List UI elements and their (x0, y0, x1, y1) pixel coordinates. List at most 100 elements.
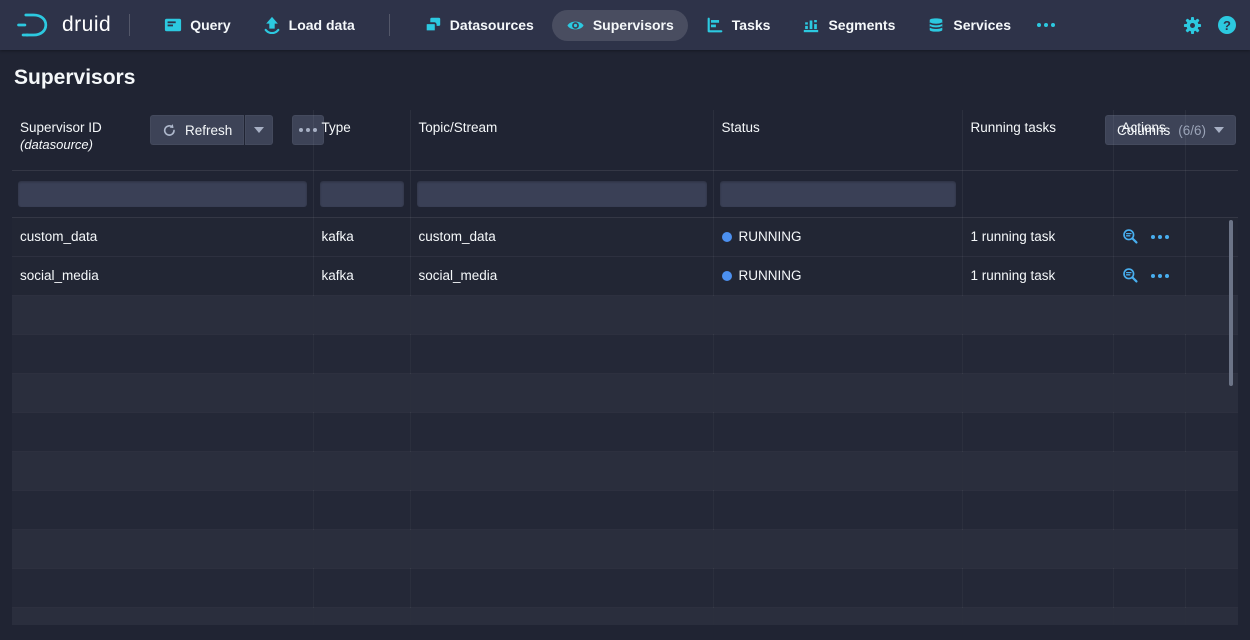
empty-cell (962, 412, 1114, 452)
cell-actions (1113, 217, 1186, 257)
status-filter-input[interactable] (719, 180, 956, 207)
more-dot (1043, 23, 1048, 27)
cell-status[interactable]: RUNNING (713, 256, 963, 296)
col-header-supervisor-id[interactable]: Supervisor ID (datasource) (12, 110, 314, 171)
col-header-topic-stream[interactable]: Topic/Stream (410, 110, 714, 171)
services-icon (927, 16, 945, 34)
nav-item-label: Query (190, 17, 231, 33)
col-label: Type (321, 120, 351, 135)
empty-rows (12, 295, 1238, 625)
row-more-button[interactable] (1150, 234, 1169, 239)
nav-item-load-data[interactable]: Load data (249, 10, 369, 40)
druid-logo[interactable]: druid (14, 11, 111, 39)
table-row[interactable]: social_media kafka social_media RUNNING … (12, 256, 1238, 296)
nav-item-tasks[interactable]: Tasks (692, 10, 785, 40)
empty-cell (410, 490, 714, 530)
table-row-empty (12, 490, 1238, 530)
empty-cell (962, 490, 1114, 530)
empty-cell (1113, 568, 1186, 608)
empty-cell (713, 373, 963, 413)
cell-actions (1113, 256, 1186, 296)
empty-cell (313, 490, 411, 530)
table-row-empty (12, 334, 1238, 374)
empty-cell (12, 607, 314, 625)
topic-stream-filter-input[interactable] (416, 180, 707, 207)
table-row-empty (12, 451, 1238, 491)
type-filter-input[interactable] (319, 180, 404, 207)
more-dot (1050, 23, 1055, 27)
empty-cell (12, 568, 314, 608)
empty-cell (313, 334, 411, 374)
empty-cell (713, 607, 963, 625)
cell-supervisor-id[interactable]: custom_data (12, 217, 314, 257)
empty-cell (12, 490, 314, 530)
scrollbar-thumb[interactable] (1229, 220, 1233, 386)
supervisor-id-filter-input[interactable] (18, 180, 307, 207)
col-header-type[interactable]: Type (313, 110, 411, 171)
col-header-actions[interactable]: Actions (1113, 110, 1186, 171)
cell-type[interactable]: kafka (313, 256, 411, 296)
col-header-status[interactable]: Status (713, 110, 963, 171)
empty-cell (713, 529, 963, 569)
empty-cell (12, 451, 314, 491)
col-label: Actions (1121, 120, 1166, 135)
table-row-empty (12, 295, 1238, 335)
empty-cell (1113, 412, 1186, 452)
empty-cell (410, 295, 714, 335)
empty-cell (713, 490, 963, 530)
inspect-icon[interactable] (1122, 267, 1139, 284)
nav-divider (129, 14, 131, 36)
empty-cell (962, 568, 1114, 608)
help-icon[interactable]: ? (1218, 16, 1236, 34)
table-row-empty (12, 607, 1238, 625)
empty-cell (1185, 373, 1238, 413)
nav-item-label: Segments (828, 17, 896, 33)
cell-status[interactable]: RUNNING (713, 217, 963, 257)
empty-cell (12, 295, 314, 335)
empty-cell (713, 334, 963, 374)
nav-item-services[interactable]: Services (913, 10, 1025, 40)
table-row-empty (12, 412, 1238, 452)
filter-row (12, 170, 1238, 218)
empty-cell (962, 373, 1114, 413)
inspect-icon[interactable] (1122, 228, 1139, 245)
cell-topic-stream[interactable]: custom_data (410, 217, 714, 257)
empty-cell (962, 607, 1114, 625)
nav-item-label: Supervisors (592, 17, 674, 33)
empty-cell (1113, 373, 1186, 413)
nav-item-label: Datasources (449, 17, 534, 33)
cell-running-tasks[interactable]: 1 running task (962, 256, 1114, 296)
nav-item-datasources[interactable]: Datasources (410, 10, 548, 40)
table-row[interactable]: custom_data kafka custom_data RUNNING 1 … (12, 217, 1238, 257)
tasks-icon (706, 16, 724, 34)
empty-cell (713, 568, 963, 608)
empty-cell (962, 451, 1114, 491)
segments-icon (802, 16, 820, 34)
nav-item-query[interactable]: Query (150, 10, 244, 40)
empty-cell (1113, 490, 1186, 530)
nav-item-label: Load data (288, 17, 355, 33)
cell-topic-stream[interactable]: social_media (410, 256, 714, 296)
nav-more-button[interactable] (1027, 17, 1065, 33)
nav-item-supervisors[interactable]: Supervisors (551, 9, 688, 41)
cell-supervisor-id[interactable]: social_media (12, 256, 314, 296)
col-header-running-tasks[interactable]: Running tasks (962, 110, 1114, 171)
nav-item-segments[interactable]: Segments (788, 10, 909, 40)
empty-cell (410, 568, 714, 608)
cell-type[interactable]: kafka (313, 217, 411, 257)
empty-cell (313, 373, 411, 413)
empty-cell (313, 607, 411, 625)
top-navbar: druid Query Load data (0, 0, 1250, 50)
nav-right: ? (1183, 16, 1236, 35)
empty-cell (962, 295, 1114, 335)
cell-running-tasks[interactable]: 1 running task (962, 217, 1114, 257)
empty-cell (410, 412, 714, 452)
status-label: RUNNING (738, 268, 802, 283)
empty-cell (713, 295, 963, 335)
empty-cell (313, 451, 411, 491)
gear-icon[interactable] (1183, 16, 1202, 35)
datasources-icon (424, 16, 442, 34)
empty-cell (410, 607, 714, 625)
row-more-button[interactable] (1150, 273, 1169, 278)
col-header-spacer (1185, 110, 1238, 171)
